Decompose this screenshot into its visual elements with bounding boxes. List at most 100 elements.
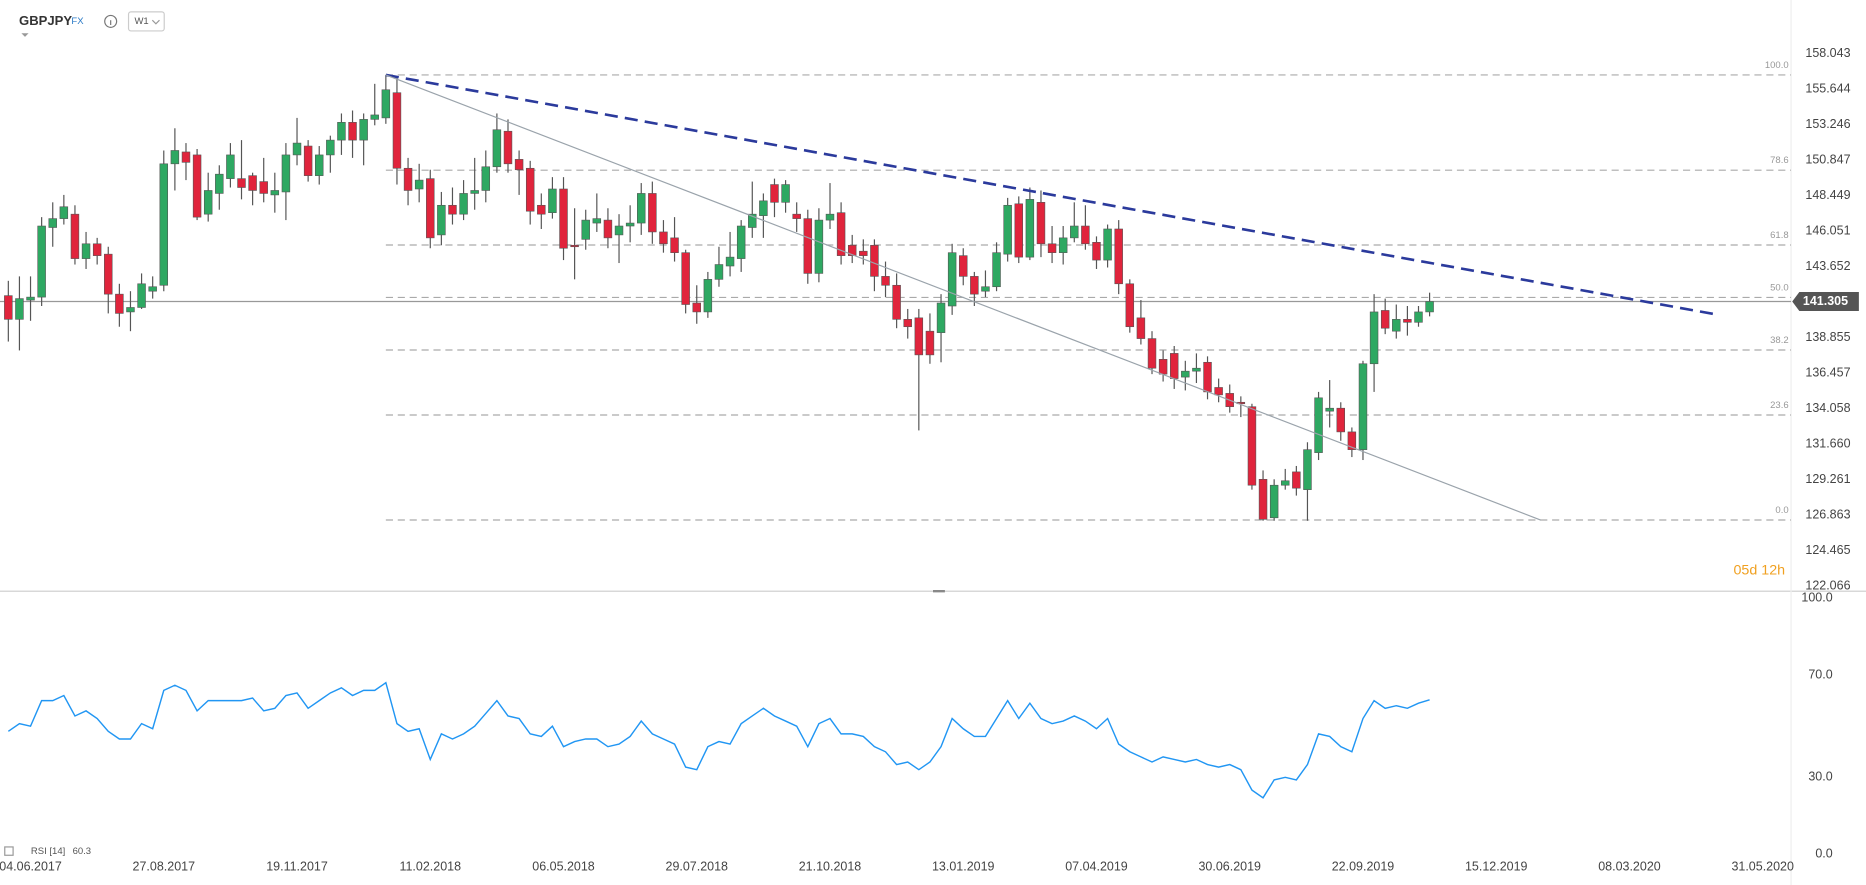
- y-tick-label: 158.043: [1805, 46, 1850, 60]
- candle-body: [503, 130, 513, 165]
- candle-body: [181, 151, 191, 163]
- candle-body: [1158, 359, 1168, 375]
- y-tick-label: 138.855: [1805, 330, 1850, 344]
- y-tick-label: 134.058: [1805, 401, 1850, 415]
- candle-body: [1414, 311, 1423, 323]
- candle-body: [947, 252, 957, 307]
- candle-body: [281, 154, 291, 193]
- candle-body: [1425, 301, 1434, 313]
- candle-body: [1369, 311, 1379, 365]
- candle-body: [703, 279, 713, 313]
- candle-body: [15, 298, 24, 320]
- rsi-tick-label: 30.0: [1808, 770, 1832, 784]
- candle-body: [1070, 225, 1079, 239]
- candle-body: [914, 317, 924, 356]
- candle-body: [537, 204, 546, 215]
- info-icon[interactable]: [104, 14, 118, 28]
- candle-body: [525, 167, 535, 212]
- rsi-tick-label: 70.0: [1808, 667, 1832, 681]
- candle-body: [714, 264, 724, 280]
- candle-body: [1103, 228, 1112, 261]
- candle-body: [1036, 202, 1046, 245]
- candle-body: [70, 213, 80, 259]
- y-tick-label: 126.863: [1805, 508, 1850, 522]
- candle-body: [514, 159, 524, 171]
- last-price-label: 141.305: [1803, 294, 1848, 308]
- candle-body: [1181, 370, 1190, 378]
- candle-body: [1347, 431, 1357, 450]
- x-tick-label: 13.01.2019: [932, 859, 995, 873]
- candle-body: [414, 179, 424, 190]
- candle-body: [1114, 228, 1123, 285]
- x-tick-label: 22.09.2019: [1332, 859, 1395, 873]
- symbol-dropdown[interactable]: [21, 33, 29, 37]
- candle-body: [370, 114, 379, 120]
- candle-body: [759, 200, 768, 216]
- candle-body: [381, 89, 391, 119]
- candle-body: [137, 283, 146, 308]
- candle-body: [792, 213, 801, 219]
- candle-body: [748, 213, 757, 228]
- candle-body: [770, 184, 779, 203]
- candle-body: [637, 193, 646, 224]
- candle-body: [270, 190, 280, 196]
- fib-level-label: 23.6: [1770, 400, 1789, 411]
- candle-body: [104, 253, 113, 295]
- candle-body: [1358, 363, 1368, 450]
- candle-body: [126, 307, 135, 313]
- candle-body: [614, 225, 624, 236]
- fib-level-label: 0.0: [1775, 505, 1788, 516]
- y-tick-label: 155.644: [1805, 81, 1850, 95]
- candle-body: [1314, 397, 1323, 453]
- candle-body: [403, 167, 413, 191]
- candle-body: [326, 139, 335, 156]
- panel-resize-handle[interactable]: [933, 590, 945, 593]
- candle-body: [215, 173, 224, 194]
- candle-body: [1258, 478, 1268, 520]
- candle-body: [1392, 319, 1401, 332]
- timeframe-caret: [151, 19, 160, 25]
- candle-body: [226, 154, 235, 179]
- market: FX: [71, 16, 84, 27]
- rsi-line: [7, 681, 1430, 799]
- candle-body: [1292, 471, 1301, 489]
- candle-body: [581, 219, 590, 240]
- candle-body: [1214, 387, 1223, 396]
- y-tick-label: 148.449: [1805, 188, 1850, 202]
- rsi-tick-label: 0.0: [1815, 846, 1832, 860]
- candle-body: [81, 243, 91, 259]
- candle-body: [1136, 317, 1146, 339]
- candle-body: [992, 252, 1001, 288]
- candle-body: [159, 163, 169, 286]
- candle-body: [670, 237, 679, 253]
- candle-body: [359, 119, 368, 141]
- candle-body: [1203, 361, 1212, 393]
- candle-body: [448, 204, 457, 215]
- rsi-name: RSI [14]: [31, 846, 65, 857]
- fib-level-label: 50.0: [1770, 282, 1789, 293]
- x-tick-label: 29.07.2018: [666, 859, 729, 873]
- x-tick-label: 19.11.2017: [266, 859, 328, 873]
- candle-body: [981, 286, 990, 292]
- candle-body: [1058, 237, 1068, 253]
- candle-body: [892, 284, 901, 320]
- symbol[interactable]: GBPJPY: [19, 13, 72, 28]
- candle-body: [1303, 449, 1312, 490]
- candle-body: [659, 231, 668, 245]
- candle-body: [725, 256, 735, 267]
- y-tick-label: 143.652: [1805, 259, 1850, 273]
- candle-body: [303, 145, 313, 176]
- candle-body: [59, 206, 69, 219]
- candle-body: [292, 142, 302, 156]
- candle-body: [847, 244, 857, 256]
- candle-body: [692, 302, 701, 313]
- candle-body: [870, 244, 879, 277]
- x-tick-label: 27.08.2017: [133, 859, 196, 873]
- candle-body: [1169, 353, 1179, 379]
- timeframe-select[interactable]: [127, 11, 165, 32]
- candle-body: [92, 243, 102, 256]
- candle-body: [48, 218, 57, 228]
- candle-body: [1336, 407, 1345, 433]
